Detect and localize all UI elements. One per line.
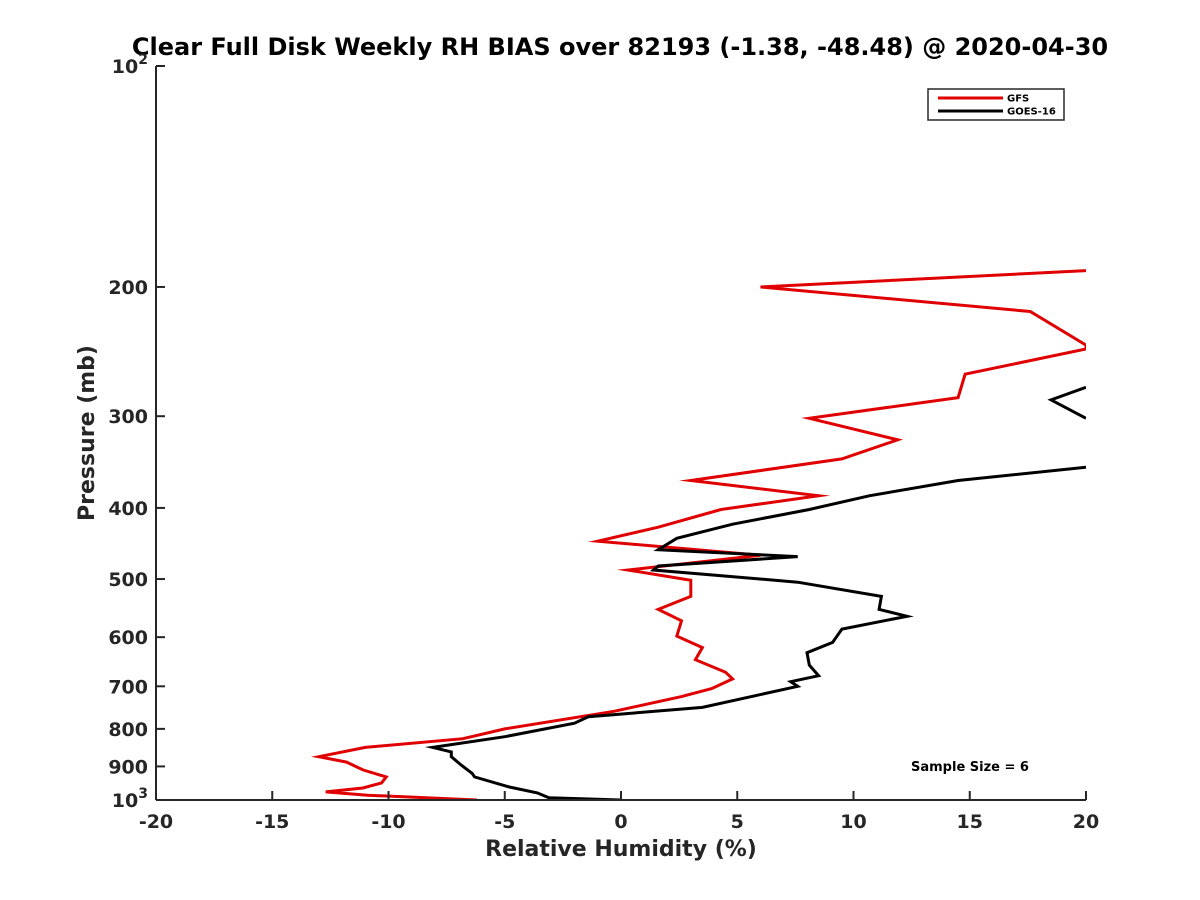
x-tick-label: -20 xyxy=(139,811,173,833)
y-tick-label: 600 xyxy=(108,627,148,649)
y-axis-label: Pressure (mb) xyxy=(75,345,100,521)
axes: -20 -15 -10 -5 0 5 10 15 20 102 200 300 400 500 600 700… xyxy=(108,52,1099,833)
x-tick-label: 5 xyxy=(731,811,744,833)
x-tick-label: 20 xyxy=(1073,811,1099,833)
series-line-gfs xyxy=(311,269,1086,800)
y-tick-label: 700 xyxy=(108,676,148,698)
x-tick-label: -15 xyxy=(255,811,289,833)
x-tick-label: 10 xyxy=(840,811,866,833)
chart-title: Clear Full Disk Weekly RH BIAS over 8219… xyxy=(132,33,1108,61)
y-tick-label: 900 xyxy=(108,756,148,778)
x-tick-label: 15 xyxy=(957,811,983,833)
legend: GFS GOES-16 xyxy=(927,88,1065,121)
y-tick-label: 800 xyxy=(108,719,148,741)
y-tick-label: 102 xyxy=(112,52,148,78)
sample-size-annotation: Sample Size = 6 xyxy=(911,760,1029,775)
y-tick-label: 103 xyxy=(112,786,148,812)
legend-box xyxy=(927,88,1065,121)
y-tick-label: 200 xyxy=(108,277,148,299)
x-tick-label: -10 xyxy=(371,811,405,833)
x-axis-label: Relative Humidity (%) xyxy=(485,837,757,862)
series-line-goes16-1 xyxy=(424,465,1086,800)
legend-label-gfs: GFS xyxy=(1007,94,1029,105)
y-tick-label: 500 xyxy=(108,569,148,591)
plot-area xyxy=(311,269,1086,800)
series-line-goes16-0 xyxy=(1047,385,1086,420)
y-tick-label: 400 xyxy=(108,498,148,520)
y-tick-label: 300 xyxy=(108,406,148,428)
x-tick-label: 0 xyxy=(614,811,627,833)
legend-label-goes16: GOES-16 xyxy=(1007,107,1056,118)
x-tick-label: -5 xyxy=(494,811,515,833)
